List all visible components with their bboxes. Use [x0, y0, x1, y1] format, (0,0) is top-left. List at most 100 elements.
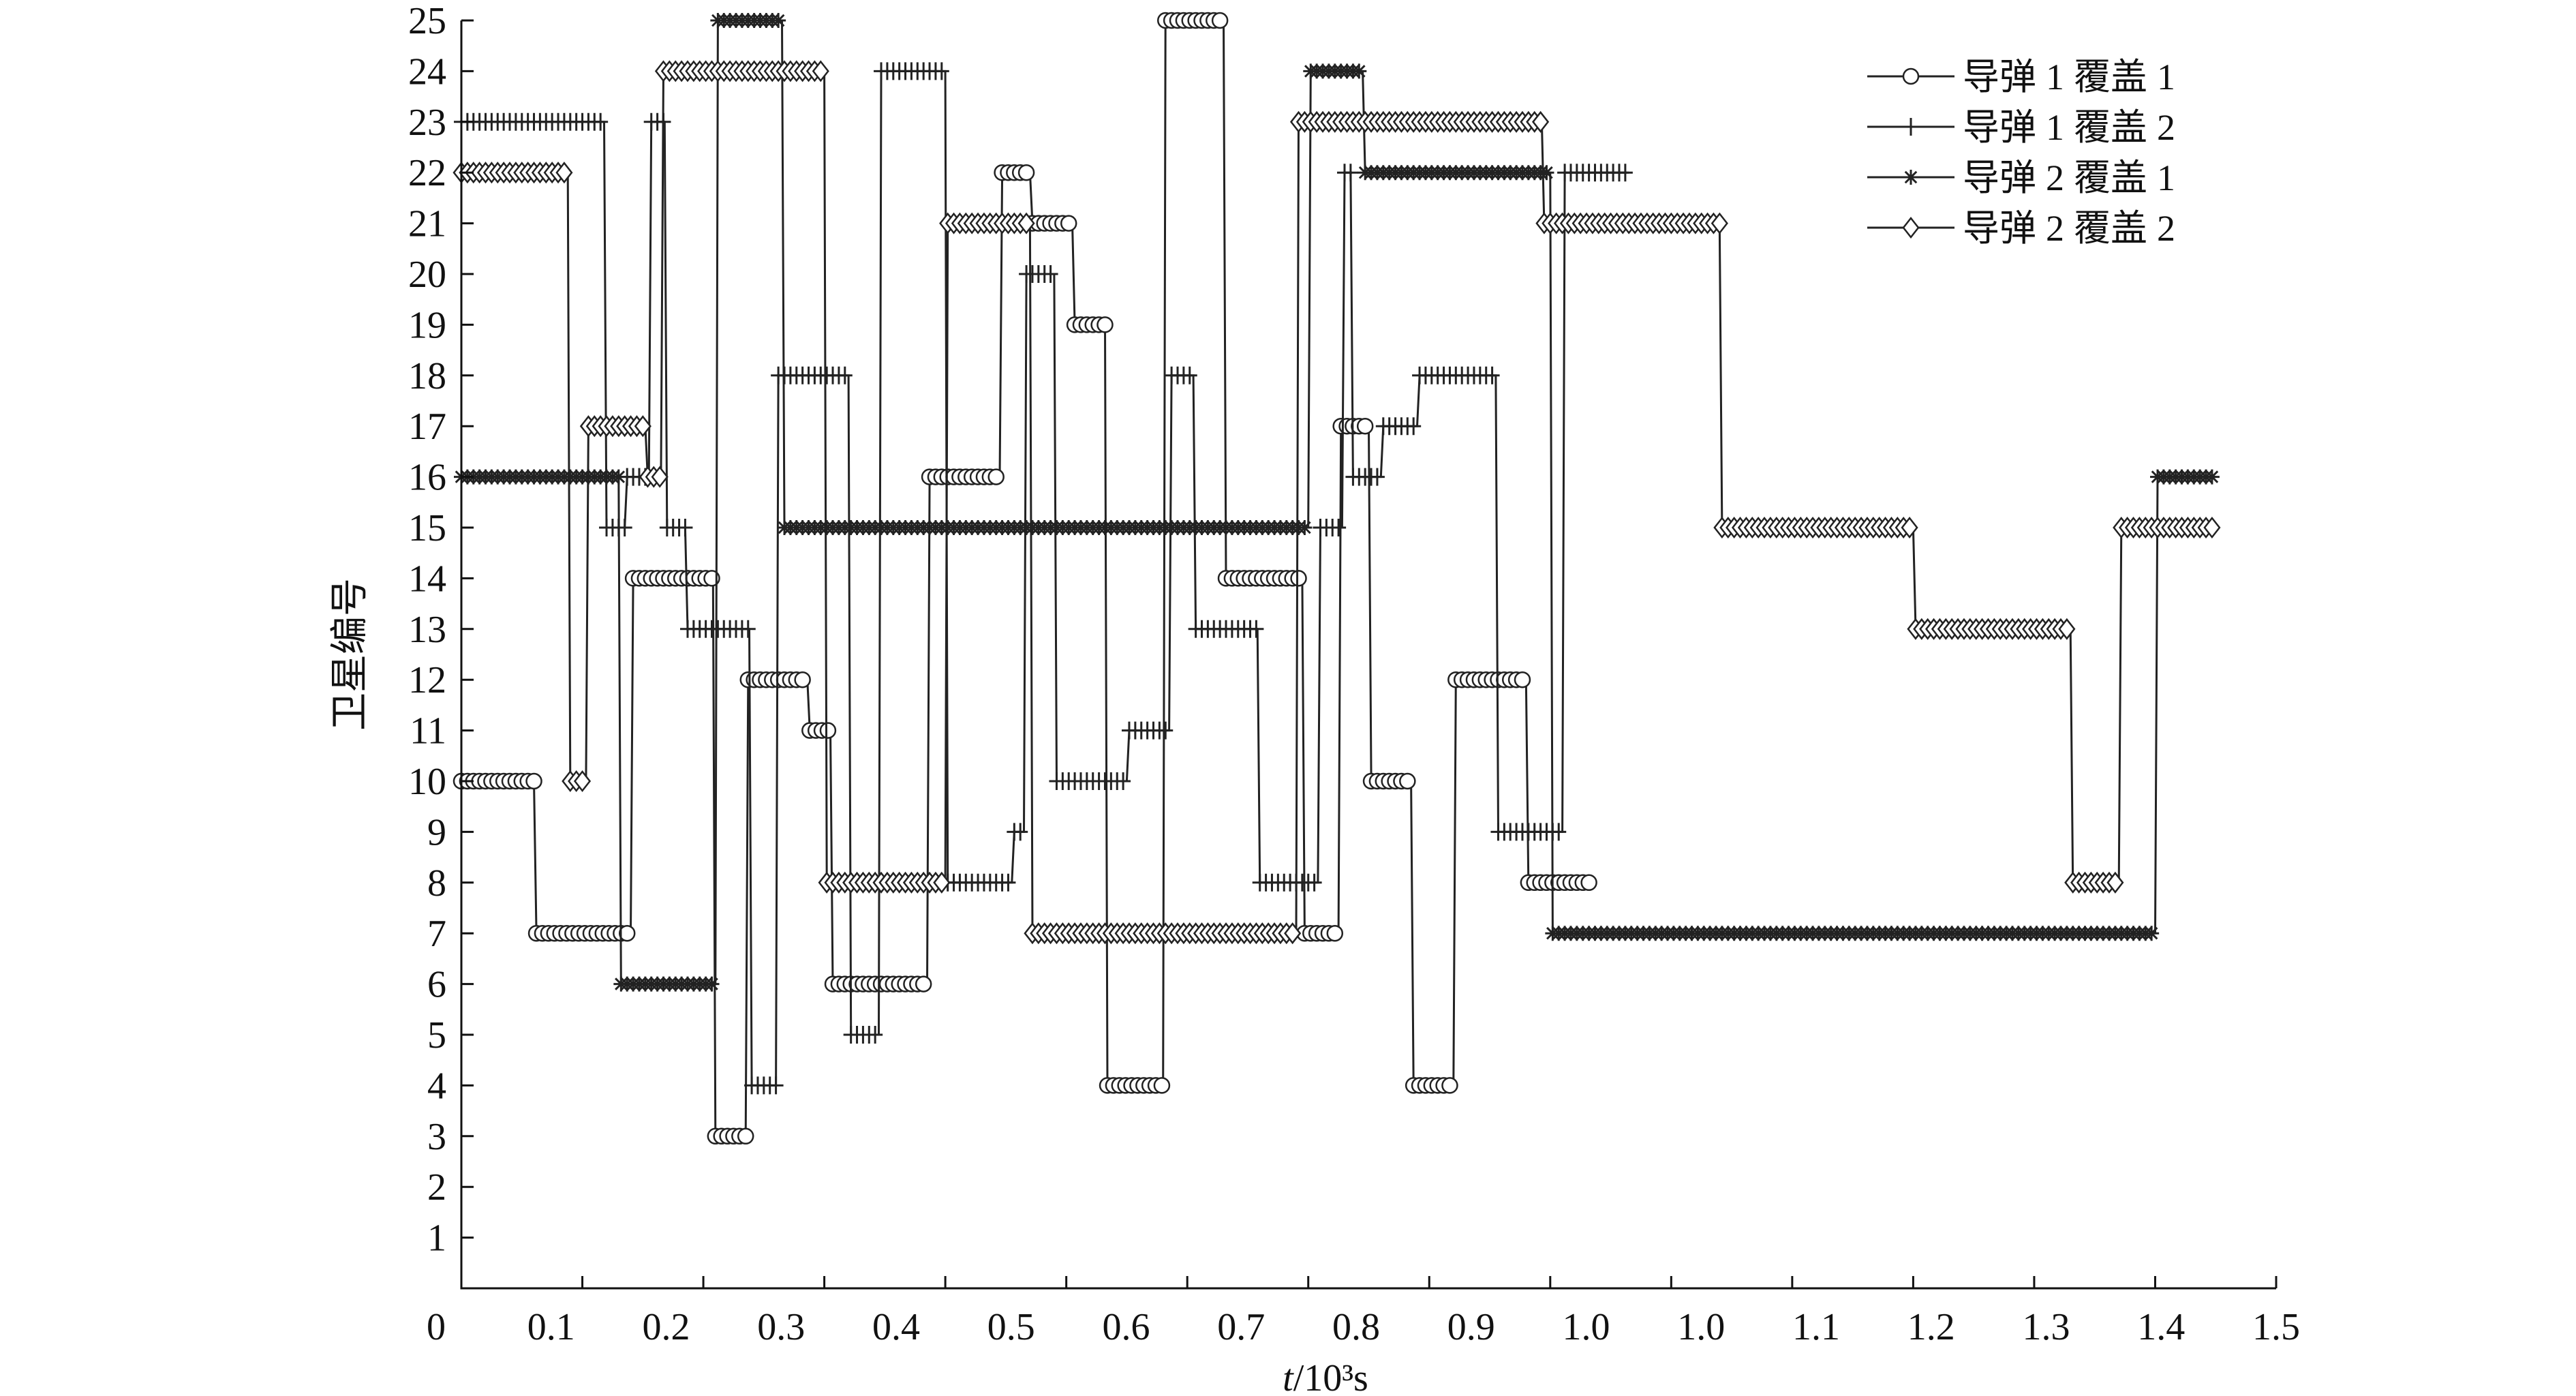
data-point [1399, 772, 1416, 790]
x-tick-label: 0.7 [1217, 1306, 1265, 1348]
x-axis-label-rest: /10³s [1293, 1357, 1368, 1396]
x-tick-label: 0.8 [1332, 1306, 1380, 1348]
data-point [634, 415, 651, 438]
data-point [1097, 316, 1114, 333]
data-point [651, 466, 669, 488]
x-tick-label: 1.2 [1907, 1306, 1955, 1348]
legend-marker [1903, 118, 1918, 136]
x-tick-label: 0 [427, 1306, 446, 1348]
data-point [915, 975, 932, 992]
y-tick-label: 4 [427, 1065, 446, 1107]
data-point [1514, 671, 1531, 688]
legend-label: 导弹 1 覆盖 1 [1963, 57, 2175, 97]
data-point [618, 924, 636, 942]
data-point [1617, 164, 1633, 182]
data-point [677, 519, 693, 536]
y-tick-label: 16 [408, 457, 446, 499]
data-point [2106, 871, 2124, 894]
y-tick-label: 12 [408, 659, 446, 701]
data-point [1158, 721, 1174, 740]
x-tick-label: 1.4 [2137, 1306, 2185, 1348]
x-tick-label: 0.6 [1103, 1306, 1150, 1348]
data-point [1711, 212, 1728, 234]
x-tick-label: 1.1 [1792, 1306, 1840, 1348]
data-point [1013, 823, 1028, 841]
y-tick-label: 23 [408, 102, 446, 144]
y-tick-label: 17 [408, 406, 446, 448]
x-tick-label: 0.2 [643, 1306, 690, 1348]
data-point [1331, 519, 1347, 536]
legend-marker [1902, 67, 1920, 85]
series-layer [453, 12, 2221, 1145]
data-point [868, 1026, 883, 1044]
data-point [2058, 618, 2076, 640]
data-point [740, 620, 756, 638]
data-point [837, 366, 853, 384]
data-point [1290, 570, 1307, 587]
legend-item: 导弹 1 覆盖 1 [1867, 57, 2175, 97]
x-tick-label: 0.3 [757, 1306, 805, 1348]
y-tick-label: 6 [427, 964, 446, 1006]
data-point [812, 60, 829, 82]
data-point [1539, 165, 1554, 181]
x-ticks: 0 0.1 0.2 0.3 0.4 0.5 0.6 0.7 0.8 0.9 1.0 1.0 1.1 1.2… [427, 1276, 2300, 1348]
y-tick-label: 9 [427, 811, 446, 853]
legend-marker [1902, 216, 1920, 239]
y-tick-label: 21 [408, 203, 446, 245]
y-tick-label: 24 [408, 50, 446, 93]
data-point [768, 1076, 784, 1095]
x-tick-label: 0.4 [872, 1306, 920, 1348]
data-point [1343, 164, 1358, 182]
data-point [1406, 417, 1422, 436]
legend: 导弹 1 覆盖 1 导弹 1 覆盖 2 导弹 2 覆盖 1 导弹 2 覆盖 2 [1867, 57, 2175, 249]
y-axis-label: 卫星编号 [329, 578, 371, 731]
y-tick-label: 25 [408, 0, 446, 42]
data-point [737, 1127, 754, 1145]
y-tick-label: 7 [427, 913, 446, 955]
x-tick-label: 0.5 [987, 1306, 1035, 1348]
data-point [1017, 164, 1035, 181]
y-tick-label: 11 [410, 710, 446, 753]
data-point [1351, 63, 1367, 79]
x-tick-label: 0.9 [1447, 1306, 1495, 1348]
data-point [1441, 1077, 1458, 1094]
data-point [771, 13, 786, 28]
y-tick-label: 20 [408, 254, 446, 296]
data-point [555, 162, 573, 184]
data-point [1153, 1077, 1171, 1094]
data-point [1532, 110, 1550, 133]
y-ticks: 1234567891011121314151617181920212223242… [408, 0, 474, 1260]
y-tick-label: 22 [408, 152, 446, 194]
y-tick-label: 2 [427, 1166, 446, 1209]
data-point [1551, 823, 1567, 841]
y-tick-label: 19 [408, 304, 446, 346]
data-point [1248, 620, 1264, 638]
x-axis-label-italic: t [1283, 1357, 1294, 1396]
data-point [525, 772, 542, 790]
data-point [1116, 772, 1131, 790]
data-point [704, 976, 720, 992]
data-point [1369, 468, 1385, 486]
y-tick-label: 13 [408, 609, 446, 651]
data-point [1182, 366, 1197, 384]
data-point [1484, 366, 1500, 384]
data-point [1000, 873, 1016, 892]
legend-item: 导弹 1 覆盖 2 [1867, 107, 2175, 148]
data-point [794, 671, 811, 688]
data-point [1017, 212, 1035, 234]
legend-item: 导弹 2 覆盖 2 [1867, 208, 2175, 249]
y-tick-label: 14 [408, 558, 446, 600]
data-point [819, 722, 837, 739]
data-point [593, 112, 609, 131]
data-point [1284, 922, 1302, 945]
data-point [934, 62, 949, 80]
data-point [1060, 215, 1077, 232]
legend-label: 导弹 2 覆盖 2 [1963, 208, 2175, 249]
data-point [1297, 520, 1313, 535]
y-tick-label: 18 [408, 355, 446, 397]
x-tick-label: 1.0 [1677, 1306, 1725, 1348]
y-tick-label: 5 [427, 1014, 446, 1057]
data-point [573, 770, 592, 793]
data-point [2204, 469, 2220, 485]
x-tick-label: 1.5 [2252, 1306, 2300, 1348]
